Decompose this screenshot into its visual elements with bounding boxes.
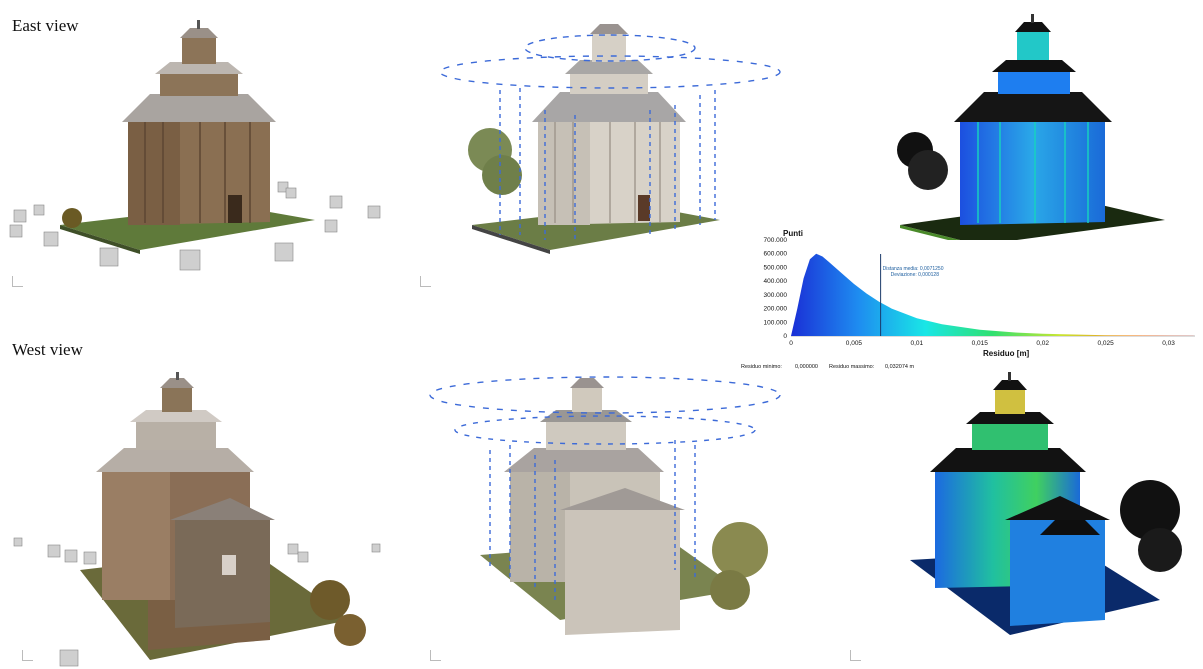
y-tick-label: 0 <box>783 333 787 340</box>
histogram-svg: 700.000 600.000 500.000 400.000 300.000 200.0… <box>741 229 1195 370</box>
y-tick-label: 200.000 <box>764 306 788 313</box>
y-tick-label: 300.000 <box>764 292 788 299</box>
y-tick-label: 400.000 <box>764 278 788 285</box>
y-tick-label: 500.000 <box>764 264 788 271</box>
x-tick-label: 0,025 <box>1098 340 1115 347</box>
east-deviation-map <box>897 14 1165 240</box>
footer-max-label: Residuo massimo: <box>829 364 875 370</box>
x-tick-label: 0 <box>789 340 793 347</box>
axis-marker <box>420 276 431 287</box>
east-textured-model <box>9 20 381 271</box>
axis-marker <box>12 276 23 287</box>
residual-histogram: 700.000 600.000 500.000 400.000 300.000 200.0… <box>733 228 1203 376</box>
stdev-annotation: Deviazione: 0,000128 <box>891 272 940 278</box>
west-camera-model <box>429 376 781 635</box>
x-tick-label: 0,02 <box>1036 340 1049 347</box>
histogram-area <box>791 253 1194 336</box>
west-deviation-map <box>910 372 1182 635</box>
west-view-label: West view <box>12 340 83 359</box>
histogram-ylabel: Punti <box>783 229 803 238</box>
y-tick-label: 600.000 <box>764 251 788 258</box>
x-tick-label: 0,03 <box>1162 340 1175 347</box>
footer-min-label: Residuo minimo: <box>741 364 782 370</box>
axis-marker <box>850 650 861 661</box>
footer-max-value: 0,032074 m <box>885 364 914 370</box>
east-camera-model <box>439 24 781 254</box>
x-tick-label: 0,015 <box>972 340 989 347</box>
east-view-label: East view <box>12 16 79 35</box>
west-textured-model <box>13 372 381 667</box>
x-tick-label: 0,01 <box>911 340 924 347</box>
footer-min-value: 0,000000 <box>795 364 818 370</box>
histogram-xlabel: Residuo [m] <box>983 349 1030 358</box>
mean-annotation: Distanza media: 0,0071250 <box>883 266 944 272</box>
axis-marker <box>22 650 33 661</box>
axis-marker <box>430 650 441 661</box>
y-tick-label: 100.000 <box>764 319 788 326</box>
y-tick-label: 700.000 <box>764 237 788 244</box>
x-tick-label: 0,005 <box>846 340 863 347</box>
